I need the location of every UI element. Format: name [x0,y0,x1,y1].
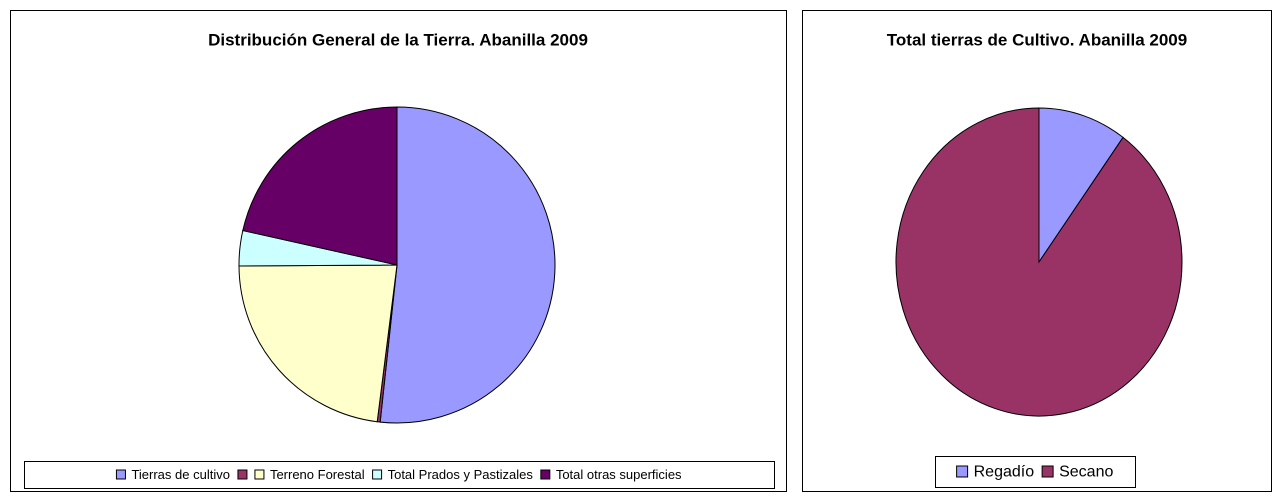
legend-swatch [115,469,126,480]
legend-swatch [254,469,265,480]
chart-title: Total tierras de Cultivo. Abanilla 2009 [887,30,1187,49]
legend-swatch [956,465,969,478]
pie-slice [1038,107,1124,264]
legend-swatch [1041,465,1054,478]
legend-swatch [540,469,551,480]
legend-label: Tierras de cultivo [131,467,230,482]
legend-label: Regadío [974,464,1035,481]
chart-title: Distribución General de la Tierra. Abani… [208,30,588,49]
legend-frame [24,461,775,489]
legend-swatch [372,469,383,480]
legend-label: Total Prados y Pastizales [388,467,534,482]
pie-slice [238,264,398,423]
pie-slice [379,106,556,424]
legend-label: Terreno Forestal [270,467,365,482]
pie-slice [895,107,1183,417]
legend-label: Total otras superficies [556,467,682,482]
legend-frame [935,456,1136,488]
pie-slice [242,106,398,266]
legend-label: Secano [1059,464,1113,481]
legend-swatch [237,469,248,480]
